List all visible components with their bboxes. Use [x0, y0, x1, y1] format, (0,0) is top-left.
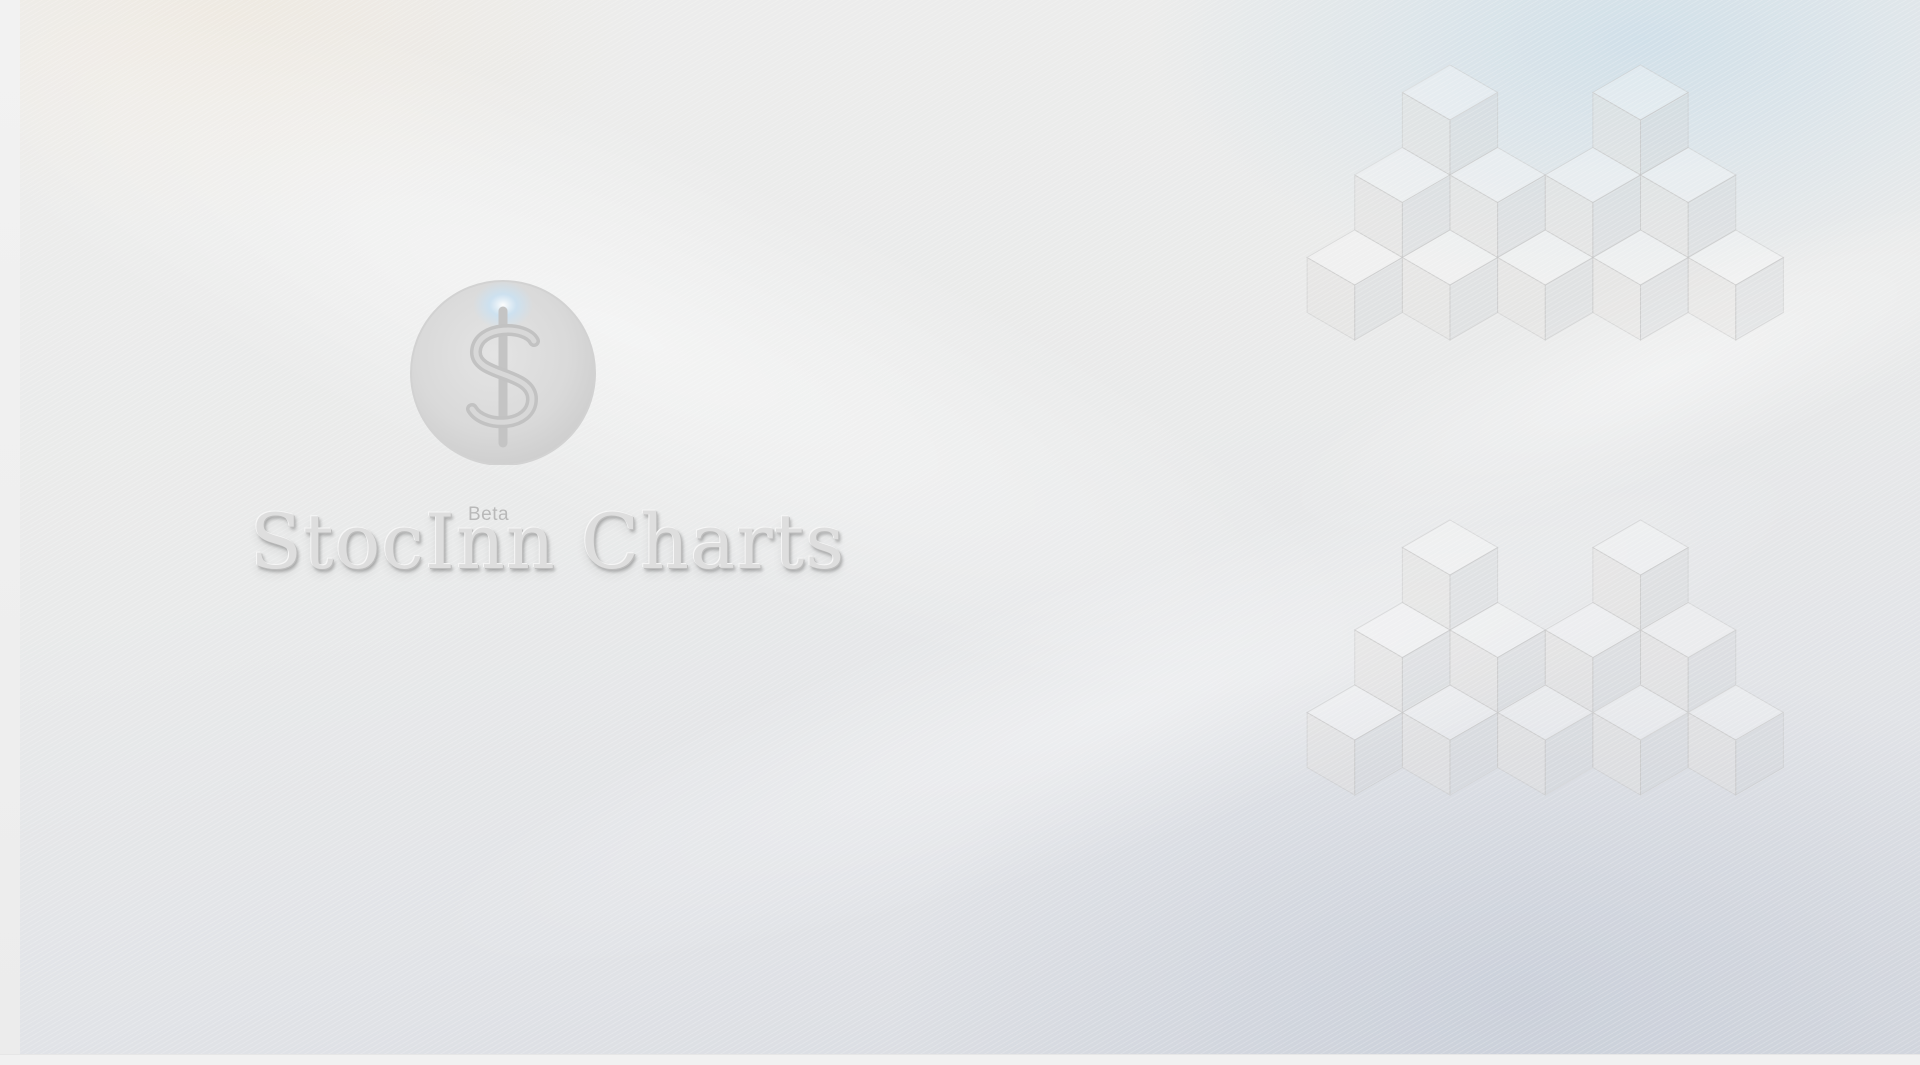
cube-face [1449, 146, 1547, 204]
cube-face [1687, 711, 1737, 796]
cube-face [1639, 146, 1737, 204]
cube-face [1401, 174, 1451, 259]
cube-face [1353, 601, 1451, 659]
cube-face [1354, 174, 1403, 259]
cube-face [1449, 91, 1499, 176]
cube-face [1640, 546, 1689, 631]
cube-face [1497, 174, 1546, 259]
cube-face [1401, 229, 1499, 286]
background-swoosh [20, 0, 1528, 888]
cube-pattern-decoration [1306, 64, 1785, 341]
cube-face [1591, 229, 1690, 286]
cube-face [1592, 174, 1642, 259]
brand-name: StocInn Charts [250, 497, 846, 586]
cube-face [1544, 146, 1642, 204]
cube-face [1354, 711, 1403, 796]
cube-face [1592, 711, 1642, 796]
cube-face [1401, 91, 1451, 176]
cube-face [1496, 229, 1594, 286]
cube-face [1544, 256, 1594, 341]
cube-face [1449, 174, 1499, 259]
cube-face [1544, 601, 1642, 659]
cube-face [1306, 711, 1356, 796]
cube-face [1544, 711, 1594, 796]
cube-face [1354, 629, 1403, 714]
cube-face [1449, 546, 1499, 631]
cube-face [1401, 256, 1451, 341]
cube-face [1306, 684, 1404, 741]
cube-face [1687, 629, 1737, 714]
cube-face [1640, 91, 1689, 176]
cube-face [1544, 174, 1594, 259]
cube-face [1592, 256, 1642, 341]
left-window-edge [0, 0, 21, 1065]
cube-face [1687, 684, 1785, 741]
cube-face [1735, 711, 1784, 796]
cube-face [1449, 629, 1499, 714]
app-logo: Beta StocInn Charts [250, 265, 846, 605]
cube-face [1735, 256, 1784, 341]
cube-face [1591, 64, 1690, 121]
cube-face [1640, 629, 1689, 714]
cube-face [1449, 601, 1547, 659]
cube-face [1496, 684, 1594, 741]
cube-face [1592, 629, 1642, 714]
cube-face [1639, 601, 1737, 659]
cube-face [1354, 256, 1403, 341]
cube-face [1497, 629, 1546, 714]
cube-face [1497, 711, 1546, 796]
dollar-sign-icon [410, 280, 596, 465]
cube-face [1687, 229, 1785, 286]
cube-face [1687, 174, 1737, 259]
cube-face [1401, 629, 1451, 714]
cube-face [1449, 711, 1499, 796]
cube-face [1497, 256, 1546, 341]
cube-face [1401, 64, 1499, 121]
beta-badge: Beta [468, 504, 510, 525]
cube-face [1544, 629, 1594, 714]
bottom-window-edge [0, 1054, 1920, 1065]
cube-face [1592, 546, 1642, 631]
cube-pattern-decoration [1306, 519, 1785, 796]
cube-face [1592, 91, 1642, 176]
cube-face [1401, 519, 1499, 576]
cube-face [1640, 256, 1689, 341]
cube-face [1591, 684, 1690, 741]
cube-face [1640, 711, 1689, 796]
cube-face [1306, 229, 1404, 286]
cube-face [1306, 256, 1356, 341]
cube-face [1640, 174, 1689, 259]
cube-face [1687, 256, 1737, 341]
cube-face [1401, 546, 1451, 631]
cube-face [1401, 711, 1451, 796]
cube-face [1353, 146, 1451, 204]
cube-face [1591, 519, 1690, 576]
cube-face [1401, 684, 1499, 741]
background-swoosh [1209, 112, 1920, 628]
cube-face [1449, 256, 1499, 341]
